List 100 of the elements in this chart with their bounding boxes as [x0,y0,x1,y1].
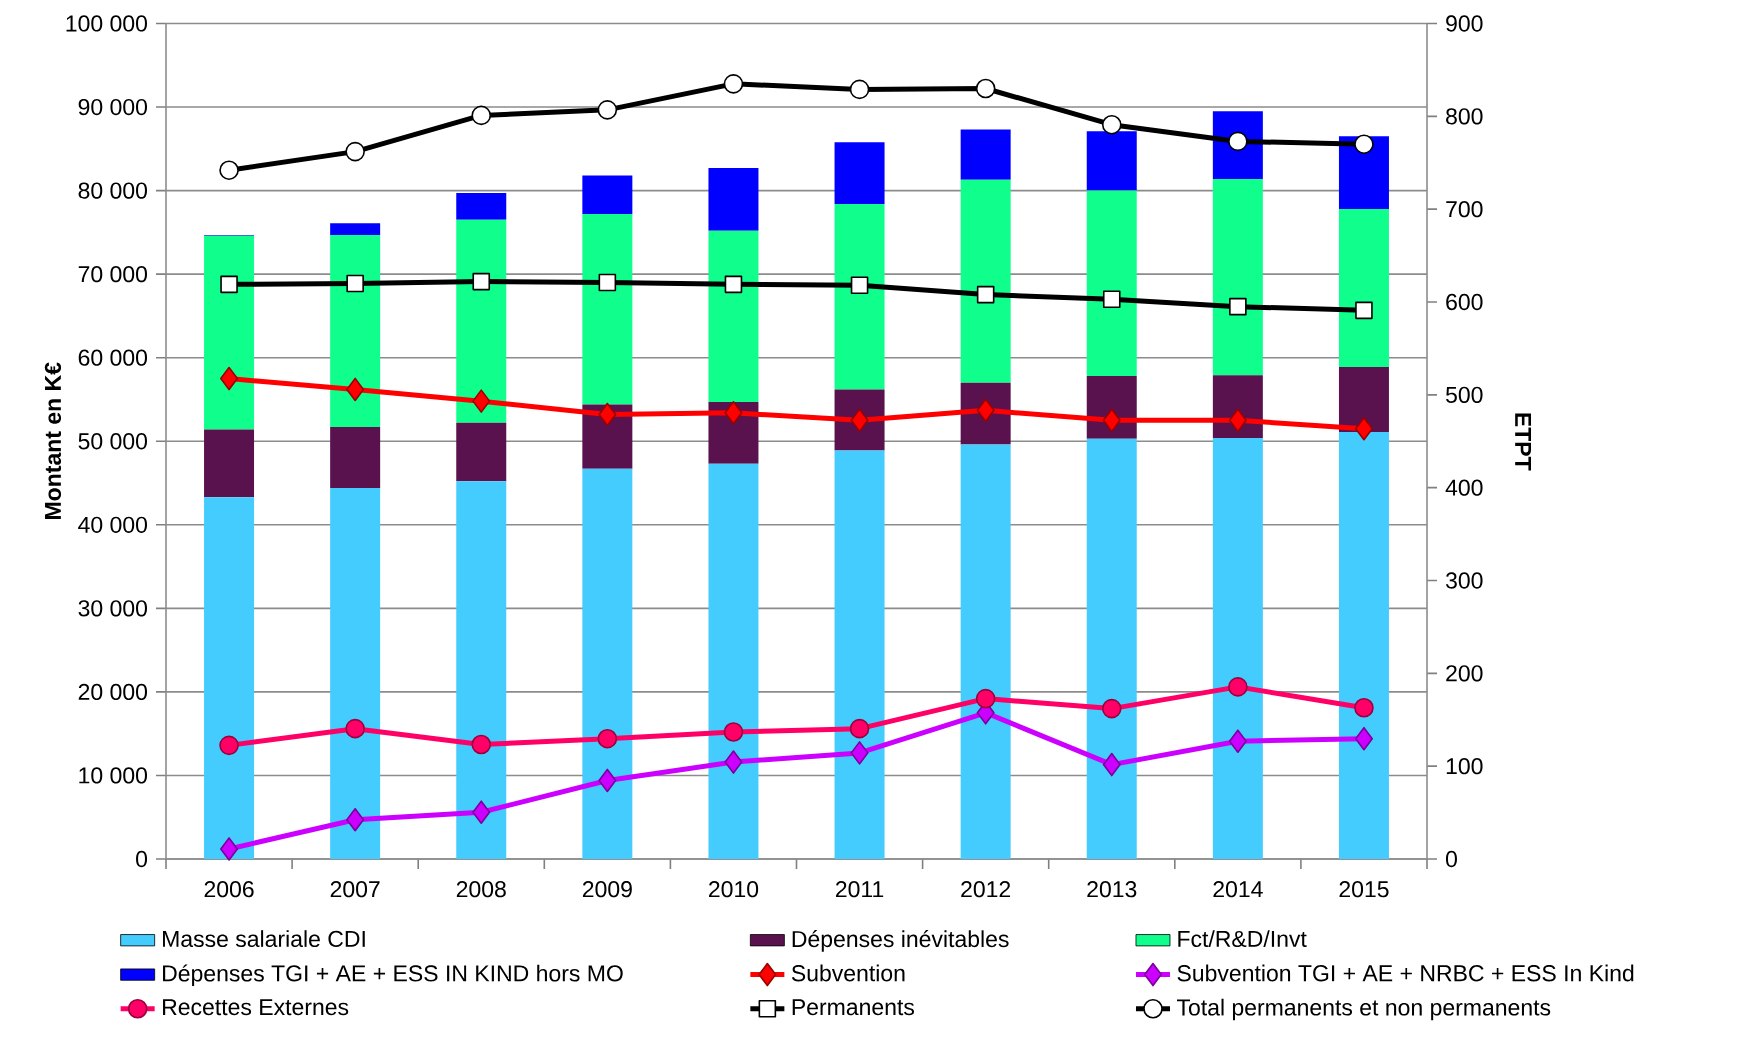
legend-label: Total permanents et non permanents [1177,998,1551,1021]
point [220,837,239,861]
legend-label: Dépenses TGI + AE + ESS IN KIND hors MO [163,964,623,987]
x-tick-label: 2007 [330,881,380,898]
point [345,141,365,162]
point [850,741,869,765]
bar [708,230,759,402]
point [1354,134,1374,154]
bar [330,427,381,489]
bar [330,488,381,859]
legend-label: Recettes Externes [163,999,349,1016]
point [850,276,869,295]
point [471,734,492,755]
point [724,750,743,774]
point [849,79,870,100]
bar [708,463,759,859]
point [1101,114,1122,135]
bar [1212,437,1263,859]
bar [960,179,1011,383]
bar [1338,432,1389,859]
y-tick-label: 100 000 [66,15,148,32]
y2-tick-label: 300 [1445,572,1483,589]
bar [1338,208,1389,367]
point [1102,290,1121,309]
x-tick-label: 2009 [582,881,632,898]
point [723,74,744,94]
bar [960,444,1011,859]
point [346,377,365,402]
point [1228,729,1247,753]
y-tick-label: 30 000 [78,600,148,617]
bar [582,175,633,214]
point [472,389,491,413]
bar [1086,131,1137,191]
bar [1212,178,1263,376]
point [346,807,365,832]
y-tick-label: 0 [136,850,148,868]
point [472,800,491,825]
x-tick-label: 2008 [456,881,506,898]
y-tick-label: 60 000 [78,349,148,366]
y-tick-label: 40 000 [78,516,148,533]
y2-axis-title: ETPT [1515,413,1531,471]
y-tick-label: 50 000 [78,433,148,450]
y-tick-label: 10 000 [79,767,148,784]
x-tick-label: 2011 [835,881,884,898]
point [1228,408,1247,433]
y2-tick-label: 0 [1445,850,1457,868]
point [849,718,870,739]
point [346,274,364,293]
y2-tick-label: 600 [1446,293,1483,311]
point [597,728,618,749]
point [597,100,618,120]
y-tick-label: 70 000 [78,266,148,283]
point [1102,752,1121,777]
bar [582,213,633,405]
point [1228,677,1248,697]
y2-tick-label: 200 [1446,665,1483,682]
bar [456,219,507,423]
legend-label: Fct/R&D/Invt [1178,930,1307,948]
y2-tick-label: 400 [1445,479,1483,496]
legend-label: Permanents [792,999,914,1016]
point [975,78,996,99]
legend-label: Subvention TGI + AE + NRBC + ESS In Kind [1177,964,1634,982]
point [1102,408,1121,433]
y2-tick-label: 900 [1446,15,1483,32]
bar [204,429,255,498]
point [1354,697,1374,718]
point [724,401,743,425]
point [1355,301,1373,320]
y-tick-label: 90 000 [78,98,148,116]
y2-tick-label: 800 [1446,108,1483,125]
point [1354,726,1373,751]
point [1101,698,1122,719]
bar [204,497,255,859]
x-tick-label: 2014 [1213,881,1263,898]
bar [1086,438,1137,859]
bar [330,234,381,428]
point [723,722,744,742]
point [598,402,617,427]
x-tick-label: 2012 [961,881,1011,898]
bar [834,142,885,204]
y2-tick-label: 500 [1445,386,1483,403]
x-tick-label: 2015 [1339,881,1389,898]
bar [1338,136,1389,209]
point [220,366,239,391]
bar [456,193,507,220]
point [976,285,995,304]
x-tick-label: 2010 [709,881,759,898]
point [975,688,996,709]
y-axis-title: Montant en K€ [44,362,62,519]
y-tick-label: 20 000 [78,683,148,701]
y-tick-label: 80 000 [78,182,148,199]
legend-label: Dépenses inévitables [792,930,1009,952]
point [472,272,491,291]
bar [834,450,885,859]
x-tick-label: 2013 [1087,881,1137,898]
bar [456,481,507,859]
bar [330,223,381,235]
bar [960,129,1011,180]
point [471,105,492,126]
point [1229,297,1247,316]
